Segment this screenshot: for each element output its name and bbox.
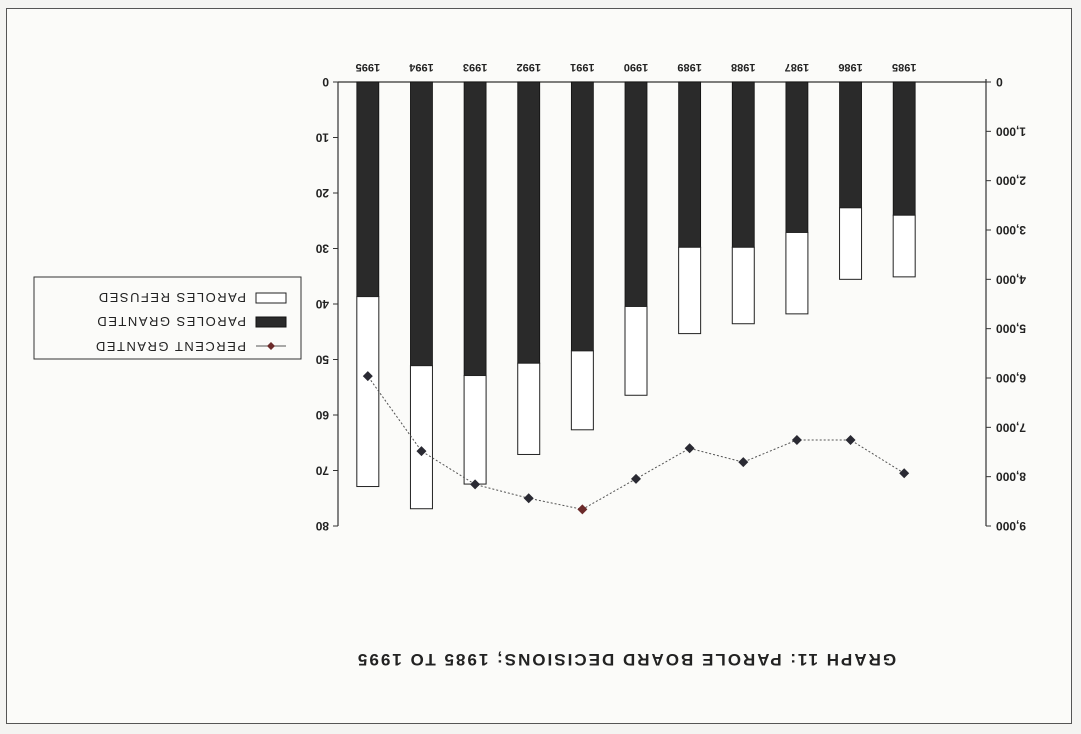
left-tick-label: 6,000 — [996, 371, 1026, 385]
percent-granted-point — [845, 434, 856, 445]
percent-granted-point — [684, 443, 695, 454]
percent-granted-point — [631, 473, 641, 484]
category-label: 1990 — [624, 61, 648, 73]
percent-granted-point — [523, 493, 534, 504]
right-tick-label: 80 — [315, 519, 329, 533]
bar-paroles-granted — [892, 81, 916, 216]
category-label: 1994 — [408, 61, 433, 73]
legend-refused-swatch — [255, 292, 287, 304]
bar-paroles-granted — [517, 81, 541, 364]
right-tick-label: 10 — [315, 131, 329, 145]
legend-granted-swatch — [255, 316, 287, 328]
category-label: 1992 — [516, 61, 540, 73]
bar-paroles-refused — [356, 296, 380, 488]
left-tick-label: 4,000 — [996, 272, 1026, 286]
bar-paroles-refused — [570, 350, 594, 431]
right-tick-label: 40 — [315, 297, 329, 311]
category-label: 1989 — [677, 61, 701, 73]
bar-paroles-granted — [410, 81, 433, 367]
right-tick-label: 30 — [315, 242, 329, 256]
bar-paroles-refused — [678, 246, 702, 335]
category-label: 1995 — [356, 61, 380, 73]
percent-granted-point — [899, 468, 910, 479]
category-label: 1987 — [785, 61, 809, 73]
percent-granted-point — [470, 479, 481, 490]
left-tick-label: 3,000 — [996, 223, 1026, 237]
category-label: 1986 — [838, 61, 862, 73]
left-tick-label: 0 — [996, 75, 1003, 89]
category-label: 1988 — [731, 61, 755, 73]
bar-paroles-refused — [839, 207, 863, 280]
right-tick-label: 50 — [315, 353, 329, 367]
percent-granted-point — [791, 434, 802, 445]
bar-paroles-refused — [463, 375, 487, 485]
legend-diamond-swatch — [267, 342, 275, 350]
percent-granted-point — [416, 446, 427, 457]
bar-paroles-refused — [409, 365, 433, 510]
bar-paroles-granted — [839, 81, 862, 209]
right-tick-label: 20 — [315, 186, 329, 200]
left-tick-label: 2,000 — [996, 174, 1026, 188]
left-tick-label: 5,000 — [996, 322, 1026, 336]
bar-paroles-granted — [356, 81, 380, 298]
bar-paroles-refused — [731, 246, 755, 325]
percent-granted-point — [577, 504, 588, 515]
chart-title: GRAPH 11: PAROLE BOARD DECISIONS; 1985 T… — [356, 650, 896, 669]
bar-paroles-refused — [517, 362, 541, 455]
bar-paroles-granted — [624, 81, 648, 307]
legend-label-paroles-refused: PAROLES REFUSED — [97, 290, 246, 305]
left-tick-label: 8,000 — [996, 470, 1026, 484]
category-label: 1991 — [570, 61, 594, 73]
bar-paroles-granted — [731, 81, 755, 248]
bar-paroles-granted — [785, 81, 809, 233]
percent-granted-point — [362, 371, 373, 382]
bar-paroles-refused — [892, 214, 916, 278]
bar-paroles-refused — [624, 305, 648, 396]
percent-granted-point — [738, 457, 749, 468]
left-tick-label: 9,000 — [996, 519, 1026, 533]
category-label: 1993 — [463, 61, 487, 73]
right-tick-label: 0 — [322, 75, 329, 89]
legend-label-percent-granted: PERCENT GRANTED — [94, 339, 246, 354]
bar-paroles-refused — [785, 231, 809, 315]
right-tick-label: 60 — [315, 408, 329, 422]
category-label: 1985 — [892, 61, 916, 73]
left-tick-label: 1,000 — [996, 124, 1026, 138]
legend-label-paroles-granted: PAROLES GRANTED — [96, 314, 246, 329]
bar-paroles-granted — [678, 81, 702, 248]
bar-paroles-granted — [570, 81, 594, 352]
right-tick-label: 70 — [315, 464, 329, 478]
bar-paroles-granted — [463, 81, 487, 376]
percent-granted-line — [367, 375, 905, 510]
left-tick-label: 7,000 — [996, 420, 1026, 434]
